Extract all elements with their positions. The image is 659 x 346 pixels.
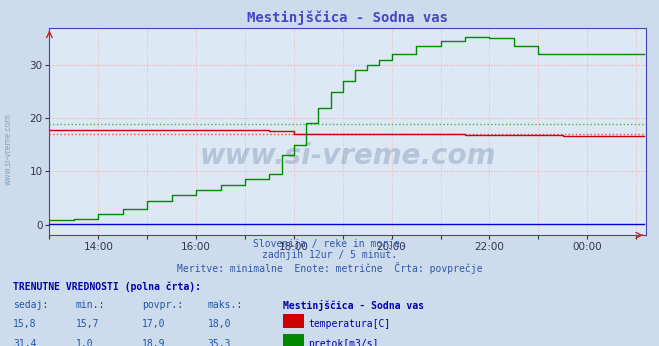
Text: 15,7: 15,7 (76, 319, 100, 329)
Text: 1,0: 1,0 (76, 339, 94, 346)
Text: www.si-vreme.com: www.si-vreme.com (3, 113, 13, 185)
Bar (283, 313, 304, 328)
Text: Mestinjščica - Sodna vas: Mestinjščica - Sodna vas (283, 300, 424, 311)
Text: Slovenija / reke in morje.: Slovenija / reke in morje. (253, 239, 406, 249)
Title: Mestinjščica - Sodna vas: Mestinjščica - Sodna vas (247, 11, 448, 25)
Text: temperatura[C]: temperatura[C] (308, 319, 391, 329)
Text: maks.:: maks.: (208, 300, 243, 310)
Text: TRENUTNE VREDNOSTI (polna črta):: TRENUTNE VREDNOSTI (polna črta): (13, 281, 201, 292)
Text: 35,3: 35,3 (208, 339, 231, 346)
Text: www.si-vreme.com: www.si-vreme.com (200, 143, 496, 170)
Text: 31,4: 31,4 (13, 339, 37, 346)
Text: min.:: min.: (76, 300, 105, 310)
Text: pretok[m3/s]: pretok[m3/s] (308, 339, 379, 346)
Text: 18,0: 18,0 (208, 319, 231, 329)
Bar (283, 334, 304, 346)
Text: 15,8: 15,8 (13, 319, 37, 329)
Text: 17,0: 17,0 (142, 319, 165, 329)
Text: sedaj:: sedaj: (13, 300, 48, 310)
Text: Meritve: minimalne  Enote: metrične  Črta: povprečje: Meritve: minimalne Enote: metrične Črta:… (177, 262, 482, 274)
Text: 18,9: 18,9 (142, 339, 165, 346)
Text: povpr.:: povpr.: (142, 300, 183, 310)
Text: zadnjih 12ur / 5 minut.: zadnjih 12ur / 5 minut. (262, 250, 397, 260)
